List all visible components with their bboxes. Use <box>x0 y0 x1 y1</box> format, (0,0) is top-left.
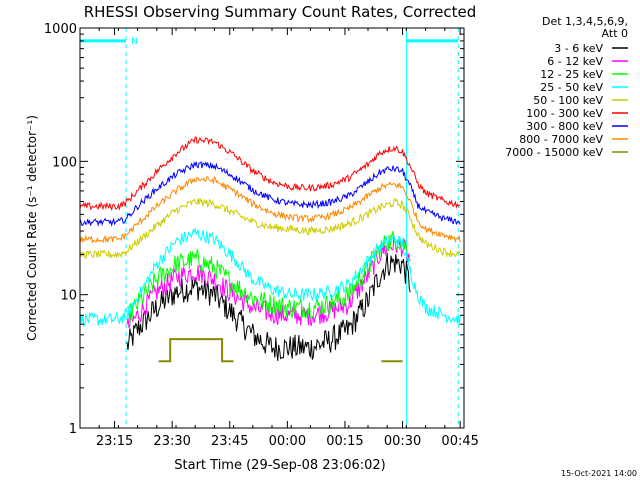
footer-timestamp: 15-Oct-2021 14:00 <box>561 469 637 478</box>
y-tick-label: 1000 <box>44 22 77 37</box>
x-tick-label: 23:30 <box>153 434 190 449</box>
series-line-1 <box>126 234 411 328</box>
y-tick-label: 1 <box>69 422 77 437</box>
interval-label: N <box>131 37 138 47</box>
x-tick-label: 00:00 <box>269 434 306 449</box>
legend-header-line: Det 1,3,4,5,6,9, <box>542 15 628 28</box>
series-line-0 <box>126 253 411 361</box>
legend-header-line: Att 0 <box>602 27 628 40</box>
y-tick-label: 10 <box>60 289 77 304</box>
x-tick-label: 00:15 <box>326 434 363 449</box>
series-line-5 <box>79 136 461 211</box>
legend-entry-label: 100 - 300 keV <box>526 107 603 120</box>
x-tick-label: 23:45 <box>211 434 248 449</box>
x-tick-label: 00:45 <box>441 434 478 449</box>
series-line-8 <box>158 338 403 363</box>
y-tick-label: 100 <box>52 155 77 170</box>
series-line-4 <box>79 197 461 260</box>
series-line-7 <box>79 176 461 244</box>
x-axis-label: Start Time (29-Sep-08 23:06:02) <box>174 458 385 473</box>
plot-area: N <box>79 28 461 428</box>
chart-title: RHESSI Observing Summary Count Rates, Co… <box>84 3 477 21</box>
series-line-6 <box>79 161 461 228</box>
legend-entry-label: 3 - 6 keV <box>554 42 603 55</box>
axes: 23:15 23:30 23:45 00:00 00:15 00:30 00:45 1 10 10… <box>44 22 479 449</box>
legend-entry-label: 50 - 100 keV <box>533 94 603 107</box>
y-axis-label: Corrected Count Rate (s⁻¹ detector⁻¹) <box>25 115 39 341</box>
legend-entry-label: 7000 - 15000 keV <box>505 146 603 159</box>
legend-entry-label: 6 - 12 keV <box>547 55 603 68</box>
x-tick-label: 23:15 <box>96 434 133 449</box>
x-tick-label: 00:30 <box>384 434 421 449</box>
legend-entry-label: 12 - 25 keV <box>540 68 603 81</box>
series-line-3 <box>79 227 461 327</box>
series-line-2 <box>126 230 411 325</box>
legend-entry-label: 300 - 800 keV <box>526 120 603 133</box>
legend-entry-label: 25 - 50 keV <box>540 81 603 94</box>
legend-entry-label: 800 - 7000 keV <box>519 133 603 146</box>
